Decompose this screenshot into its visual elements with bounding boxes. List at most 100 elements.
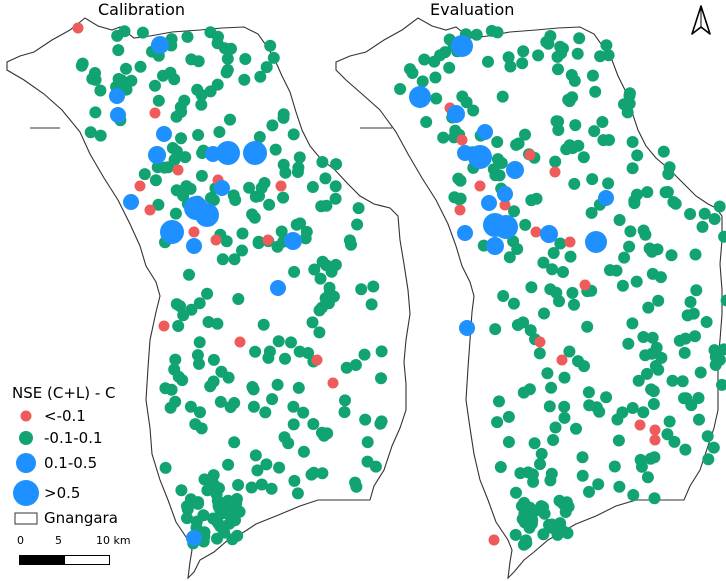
- station-point: [282, 437, 295, 450]
- station-point: [713, 353, 726, 366]
- station-point: [118, 25, 131, 38]
- station-point: [179, 151, 192, 164]
- station-point: [637, 406, 650, 419]
- station-point: [416, 75, 429, 88]
- station-point-improve: [205, 146, 221, 162]
- legend-item-neutral: -0.1-0.1: [8, 426, 103, 450]
- station-point: [201, 287, 214, 300]
- station-point: [576, 469, 589, 482]
- station-point: [524, 324, 537, 337]
- station-point: [169, 207, 182, 220]
- station-point: [541, 367, 554, 380]
- station-point: [708, 344, 721, 357]
- station-point: [211, 78, 224, 91]
- station-point: [613, 214, 626, 226]
- station-point: [236, 244, 248, 257]
- legend-item-below: <-0.1: [8, 404, 86, 428]
- station-point: [375, 372, 387, 385]
- station-point: [168, 363, 181, 376]
- station-point: [184, 182, 197, 195]
- station-point: [226, 533, 239, 546]
- station-point: [255, 478, 268, 491]
- station-point: [327, 290, 340, 303]
- legend-title: NSE (C+L) - C: [12, 384, 116, 402]
- station-point: [566, 91, 579, 104]
- station-point-improve: [409, 86, 431, 108]
- station-point: [297, 406, 310, 419]
- station-point: [508, 205, 520, 218]
- station-point: [287, 400, 300, 413]
- station-point: [207, 353, 220, 366]
- station-point: [352, 202, 365, 215]
- station-point: [534, 458, 546, 471]
- station-point: [213, 482, 225, 495]
- station-point-decline: [234, 336, 246, 348]
- station-point-decline: [311, 354, 323, 366]
- station-point: [227, 189, 240, 202]
- station-point: [666, 374, 679, 387]
- station-point: [543, 518, 555, 531]
- station-point: [175, 132, 187, 145]
- station-point: [602, 49, 615, 62]
- scale-bar: 0 5 10 km: [14, 534, 144, 574]
- station-point: [566, 286, 579, 299]
- station-point: [245, 481, 258, 494]
- station-point: [314, 272, 327, 285]
- station-point: [316, 255, 329, 268]
- station-point: [349, 476, 362, 489]
- station-point: [394, 83, 407, 95]
- station-point: [550, 115, 563, 128]
- station-point-improve: [477, 124, 493, 140]
- station-point: [238, 73, 251, 86]
- station-point: [429, 71, 442, 84]
- station-point: [665, 249, 678, 262]
- station-point: [596, 116, 609, 128]
- station-point: [543, 400, 556, 413]
- station-point: [549, 155, 562, 168]
- station-point: [634, 453, 647, 466]
- legend-label: Gnangara: [44, 509, 118, 527]
- station-point: [632, 374, 645, 387]
- station-point-improve: [195, 203, 219, 227]
- station-point: [491, 416, 504, 429]
- station-point: [696, 220, 709, 233]
- station-point-improve: [506, 161, 524, 179]
- station-point-decline: [134, 180, 146, 192]
- station-point: [689, 248, 702, 261]
- station-point: [535, 500, 548, 513]
- station-point: [563, 345, 576, 358]
- station-point: [306, 316, 319, 329]
- station-point: [517, 45, 530, 58]
- station-point: [641, 367, 653, 380]
- boundary-swatch-icon: [8, 510, 44, 526]
- station-point: [194, 406, 206, 419]
- station-point: [626, 402, 639, 414]
- station-point: [320, 199, 333, 212]
- station-point: [89, 106, 102, 119]
- station-point: [361, 436, 374, 449]
- station-point: [600, 39, 613, 52]
- station-point: [718, 230, 726, 243]
- station-point: [181, 30, 194, 43]
- station-point-decline: [579, 279, 591, 291]
- station-point: [164, 401, 177, 414]
- station-point: [582, 386, 595, 399]
- station-point-improve: [494, 215, 518, 239]
- station-point: [537, 528, 550, 541]
- station-point-decline: [210, 234, 222, 246]
- station-point: [184, 400, 197, 413]
- station-point: [89, 67, 101, 79]
- station-point: [557, 266, 569, 278]
- station-point: [152, 198, 165, 211]
- panel-title-evaluation: Evaluation: [430, 0, 515, 19]
- station-point: [685, 399, 698, 412]
- station-point: [583, 485, 595, 498]
- station-point: [496, 90, 509, 103]
- station-point-improve: [214, 180, 230, 196]
- station-point: [560, 496, 573, 509]
- legend-label: <-0.1: [44, 407, 86, 425]
- station-point: [564, 250, 577, 263]
- station-point: [294, 217, 307, 230]
- station-point: [639, 228, 652, 241]
- station-point-improve: [468, 145, 492, 169]
